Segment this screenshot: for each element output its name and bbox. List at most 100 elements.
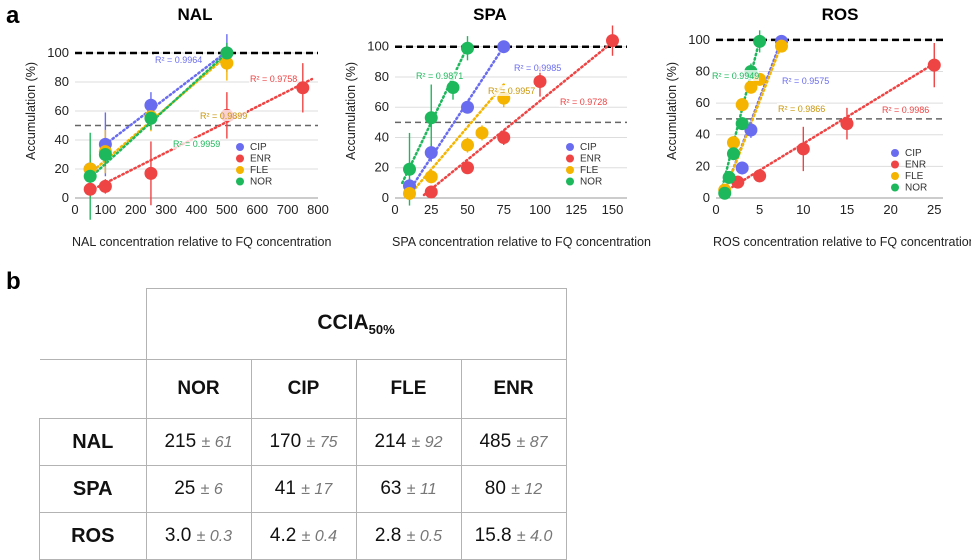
x-tick-label: 125 xyxy=(565,202,587,217)
column-header: ENR xyxy=(460,359,567,419)
table-cell: 25 ± 6 xyxy=(145,465,252,513)
cell-error: ± 6 xyxy=(200,481,223,498)
legend-label-cip: CIP xyxy=(580,142,597,153)
y-tick-label: 20 xyxy=(696,158,710,173)
y-tick-label: 80 xyxy=(696,63,710,78)
table-header-subscript: 50% xyxy=(368,322,395,338)
data-point-nor xyxy=(753,34,767,48)
data-point-nor xyxy=(220,46,234,60)
x-tick-label: 600 xyxy=(246,202,268,217)
legend-label-fle: FLE xyxy=(250,165,269,176)
y-tick-label: 0 xyxy=(62,190,69,205)
data-point-enr xyxy=(98,179,112,193)
data-point-nor xyxy=(735,117,749,131)
data-point-nor xyxy=(83,169,97,183)
cell-value: 80 xyxy=(484,478,506,499)
data-point-enr xyxy=(144,166,158,180)
trendline-fle xyxy=(723,43,783,193)
data-point-nor xyxy=(718,186,732,200)
data-point-nor xyxy=(403,162,416,176)
cell-error: ± 75 xyxy=(306,434,338,451)
legend-label-fle: FLE xyxy=(580,165,599,176)
data-point-enr xyxy=(497,130,511,144)
x-tick-label: 150 xyxy=(602,202,624,217)
cell-value: 2.8 xyxy=(374,525,402,546)
data-point-nor xyxy=(461,41,474,55)
legend-marker-enr xyxy=(236,154,244,163)
cell-value: 215 xyxy=(164,431,197,452)
data-point-enr xyxy=(424,185,438,199)
data-point-enr xyxy=(840,117,854,131)
table-header-text: CCIA xyxy=(317,310,369,334)
x-tick-label: 75 xyxy=(497,202,511,217)
x-tick-label: 5 xyxy=(756,202,763,217)
data-point-enr xyxy=(753,169,767,183)
data-point-enr xyxy=(796,142,810,156)
x-tick-label: 20 xyxy=(883,202,897,217)
data-point-fle xyxy=(403,186,416,200)
x-tick-label: 50 xyxy=(460,202,474,217)
legend-label-nor: NOR xyxy=(580,177,602,188)
y-tick-label: 100 xyxy=(367,39,389,54)
chart-title: NAL xyxy=(178,5,213,24)
x-tick-label: 700 xyxy=(277,202,299,217)
r2-label-bg xyxy=(881,104,929,115)
row-header: SPA xyxy=(39,465,147,513)
r2-label-bg xyxy=(172,138,220,149)
legend-label-cip: CIP xyxy=(250,142,267,153)
table-row: SPA 25 ± 6 41 ± 17 63 ± 11 80 ± 12 xyxy=(39,465,567,513)
legend-label-cip: CIP xyxy=(905,148,922,159)
row-header: NAL xyxy=(39,418,147,466)
x-tick-label: 25 xyxy=(424,202,438,217)
x-tick-label: 10 xyxy=(796,202,810,217)
chart-ros: ROS 0 20 40 60 80 100 0 5 10 15 20 25 ROS concentrati… xyxy=(665,5,971,249)
cell-error: ± 0.5 xyxy=(406,528,443,545)
legend-marker-enr xyxy=(891,160,899,169)
chart-spa: SPA 0 20 40 60 80 100 0 25 50 75 100 125 150 SPA conce… xyxy=(344,5,651,249)
y-tick-label: 40 xyxy=(55,132,69,147)
cell-error: ± 61 xyxy=(201,434,233,451)
r2-label-bg xyxy=(415,70,463,81)
data-point-nor xyxy=(98,148,112,161)
x-tick-label: 100 xyxy=(95,202,117,217)
x-tick-label: 25 xyxy=(927,202,941,217)
data-point-cip xyxy=(735,161,749,175)
cell-value: 170 xyxy=(269,431,302,452)
cell-value: 485 xyxy=(479,431,512,452)
table-row: ROS 3.0 ± 0.3 4.2 ± 0.4 2.8 ± 0.5 15.8 ±… xyxy=(39,512,567,560)
r2-label-nor: R² = 0.9871 xyxy=(416,71,463,81)
table-cell: 41 ± 17 xyxy=(250,465,357,513)
data-point-nor xyxy=(722,170,736,184)
row-header: ROS xyxy=(39,512,147,560)
r2-label-cip: R² = 0.9964 xyxy=(155,55,202,65)
r2-label-bg xyxy=(781,75,829,86)
cell-error: ± 87 xyxy=(516,434,548,451)
table-cell: 170 ± 75 xyxy=(250,418,357,466)
r2-label-bg xyxy=(513,62,561,73)
x-tick-label: 100 xyxy=(529,202,551,217)
data-point-fle xyxy=(744,80,758,94)
table-cell: 214 ± 92 xyxy=(355,418,462,466)
cell-error: ± 0.4 xyxy=(301,528,338,545)
data-point-enr xyxy=(296,81,310,95)
r2-label-cip: R² = 0.9575 xyxy=(782,76,829,86)
r2-label-fle: R² = 0.9866 xyxy=(778,104,825,114)
column-header: NOR xyxy=(145,359,252,419)
legend-marker-fle xyxy=(891,172,899,180)
data-point-enr xyxy=(606,34,619,48)
r2-label-fle: R² = 0.9957 xyxy=(488,86,535,96)
table-cell: 2.8 ± 0.5 xyxy=(355,512,462,560)
table-corner-2 xyxy=(39,359,147,419)
x-axis-label: SPA concentration relative to FQ concent… xyxy=(392,235,651,249)
cell-value: 4.2 xyxy=(269,525,297,546)
trendline-enr xyxy=(422,40,614,197)
legend-label-nor: NOR xyxy=(905,183,927,194)
cell-value: 63 xyxy=(380,478,402,499)
r2-label-enr: R² = 0.9986 xyxy=(882,105,929,115)
legend-marker-cip xyxy=(236,143,244,151)
y-tick-label: 20 xyxy=(375,160,389,175)
legend-marker-cip xyxy=(566,143,574,151)
data-point-nor xyxy=(424,111,438,125)
legend-marker-fle xyxy=(236,166,244,174)
cell-error: ± 92 xyxy=(411,434,443,451)
